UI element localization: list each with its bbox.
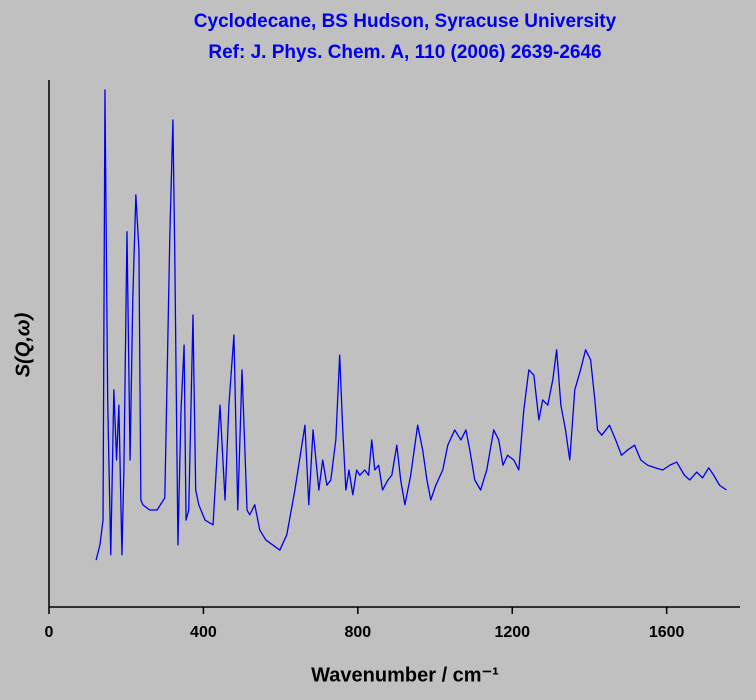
x-tick-label: 800 bbox=[344, 624, 371, 641]
spectrum-line bbox=[95, 89, 727, 561]
x-tick-label: 0 bbox=[45, 624, 54, 641]
x-tick-label: 1600 bbox=[649, 624, 685, 641]
x-axis-label: Wavenumber / cm⁻¹ bbox=[311, 664, 499, 686]
chart-title: Cyclodecane, BS Hudson, Syracuse Univers… bbox=[194, 11, 617, 32]
x-tick-label: 1200 bbox=[494, 624, 530, 641]
x-tick-label: 400 bbox=[190, 624, 217, 641]
chart-subtitle: Ref: J. Phys. Chem. A, 110 (2006) 2639-2… bbox=[208, 42, 601, 63]
y-axis-label: S(Q,ω) bbox=[12, 312, 34, 377]
